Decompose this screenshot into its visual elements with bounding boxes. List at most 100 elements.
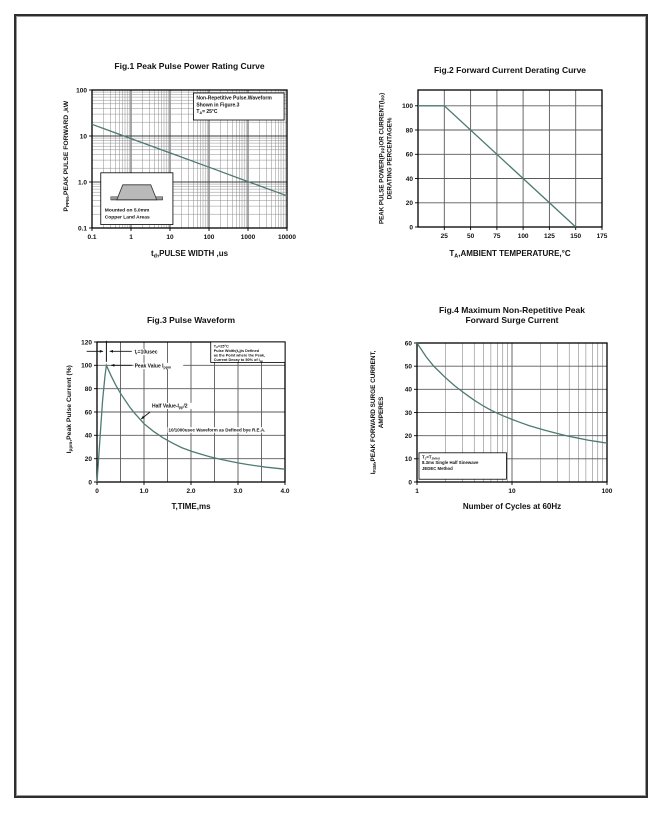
fig2-gfx: 175 [597, 233, 608, 240]
fig4-gfx: 20 [405, 433, 413, 440]
fig4-gfx: 8.3ms Single Half Sinewave [422, 460, 479, 465]
fig2-gfx: 150 [570, 233, 581, 240]
fig4-gfx: 50 [405, 363, 413, 370]
fig1-gfx: 10 [80, 133, 88, 140]
fig4-gfx: 20 [405, 433, 413, 440]
fig3-gfx [167, 427, 278, 433]
fig1-gfx: A [199, 111, 202, 115]
fig2-gfx: 60 [406, 152, 414, 159]
fig3-gfx [133, 362, 184, 370]
fig3-gfx: =25°C [218, 344, 229, 348]
fig1-gfx: 10 [166, 234, 174, 241]
fig4-gfx: 60 [405, 340, 413, 347]
fig3-curve-pulse-waveform [96, 362, 286, 483]
fig3-gfx: 80 [85, 386, 93, 393]
fig2-gfx: 40 [406, 176, 414, 183]
fig1-gfx: 100 [204, 234, 215, 241]
fig2-gfx: 50 [467, 233, 475, 240]
fig2-gfx: 80 [406, 127, 414, 134]
fig1-gfx: Copper Land Areas [105, 215, 150, 221]
fig3-gfx: tr=10usec [135, 349, 158, 355]
fig1-gfx: 10000 [278, 234, 296, 241]
fig1-gfx: Mounted on 5.0mm [105, 208, 150, 214]
fig2-gfx: 80 [406, 127, 414, 134]
fig4-gfx: 50 [405, 363, 413, 370]
fig2-gfx: 0 [409, 224, 413, 231]
fig4-gfx: 100 [602, 488, 613, 495]
fig4-gfx: 10 [508, 488, 516, 495]
fig3-plot: 0 1.0 2.0 3.0 4.0 0 20 40 60 80 100 120 tr=10usec Pea… [81, 339, 290, 495]
fig2-gfx: 60 [406, 152, 414, 159]
fig3-x-axis-label: T,TIME,ms [171, 502, 211, 511]
fig2-gfx: 20 [406, 200, 414, 207]
fig3-gfx: Pulse Width(td)is Defined [214, 349, 260, 354]
fig4-gfx: 0 [408, 479, 412, 486]
fig3-gfx: 20 [85, 456, 93, 463]
fig3-gfx: Current Decay to 50% of Ipp [214, 358, 264, 363]
fig3-gfx: 10/1000usec Waveform as Defined bye R.E.… [168, 427, 265, 432]
fig2-tick-labels: 25 50 75 100 125 150 175 0 20 40 60 80 100 [402, 103, 608, 240]
fig2-gfx: 75 [493, 233, 501, 240]
fig4-x-axis-label: Number of Cycles at 60Hz [462, 502, 562, 511]
fig2-gfx: 150 [570, 233, 581, 240]
fig3-gfx [141, 415, 145, 419]
fig2-gfx: 40 [406, 176, 414, 183]
fig1-gfx [116, 184, 158, 201]
fig4-gfx: 1 [415, 488, 419, 495]
fig3-gfx: 2.0 [186, 488, 195, 495]
fig3-gfx [111, 363, 115, 367]
fig4-gfx: =T [426, 455, 432, 460]
fig4-curve-surge-current [416, 342, 608, 444]
fig2-gfx: 125 [544, 233, 555, 240]
fig2-gfx: 25 [441, 233, 449, 240]
smd-package-icon [110, 184, 164, 201]
fig1-curve-peak-pulse-power [91, 123, 288, 197]
fig2-gfx: 100 [402, 103, 413, 110]
fig4-gfx: JEDEC Method [422, 466, 453, 471]
fig2-plot: 25 50 75 100 125 150 175 0 20 40 60 80 100 [402, 89, 608, 240]
fig1-gfx: 1000 [241, 234, 256, 241]
fig4-gfx: J [425, 457, 427, 461]
fig3-gfx: Half Value-Ipp/2 [152, 403, 188, 409]
fig3-grid [97, 341, 286, 482]
fig4-title: Fig.4 Maximum Non-Repetitive Peak Forward… [439, 304, 585, 325]
fig2-y-axis-label: PEAK PULSE POWER(PPP)OR CURRENT(IPP) DERA… [378, 92, 394, 225]
fig3-gfx: TA=25°C [214, 344, 229, 349]
fig1-gfx: TA= 25°C [196, 109, 218, 115]
fig3-gfx: 10/1000usec Waveform as Defined bye R.E.… [168, 427, 265, 432]
fig1-gfx: 1000 [241, 234, 256, 241]
fig3-title: Fig.3 Pulse Waveform [146, 314, 235, 325]
fig4-gfx: 1 [415, 488, 419, 495]
fig2-title: Fig.2 Forward Current Derating Curve [433, 64, 587, 75]
fig3-gfx: 4.0 [280, 488, 289, 495]
fig3-gfx: 1.0 [139, 488, 148, 495]
fig3-gfx: 0 [88, 479, 92, 486]
fig4-gfx: JEDEC Method [422, 466, 453, 471]
fig3-gfx: 60 [85, 409, 93, 416]
fig1-gfx: 0.1 [78, 225, 87, 232]
fig3-gfx: 100 [81, 363, 92, 370]
fig3-gfx: 40 [85, 433, 93, 440]
fig2-gfx: 75 [493, 233, 501, 240]
fig1-gfx: Shown in Figure.3 [196, 102, 239, 108]
fig1-gfx: Mounted on 5.0mm [105, 208, 150, 214]
fig3-gfx: 3.0 [233, 488, 242, 495]
fig1-gfx: T [196, 109, 199, 115]
fig3-gfx: T [214, 344, 217, 348]
fig3-gfx: Half Value-I [152, 403, 180, 409]
fig4-gfx: 60 [405, 340, 413, 347]
fig1-frame [91, 89, 288, 229]
fig4-gfx: T [422, 455, 425, 460]
fig3-gfx [210, 341, 286, 363]
fig4-tick-labels: 1 10 100 0 10 20 30 40 50 60 [405, 340, 613, 495]
fig3-gfx: Current Decay to 50% of I [214, 358, 260, 362]
fig3-gfx [99, 349, 104, 353]
fig3-gfx: d [238, 350, 240, 354]
fig3-gfx [150, 402, 201, 410]
fig3-gfx: as the Point where the Peak, [214, 354, 265, 358]
